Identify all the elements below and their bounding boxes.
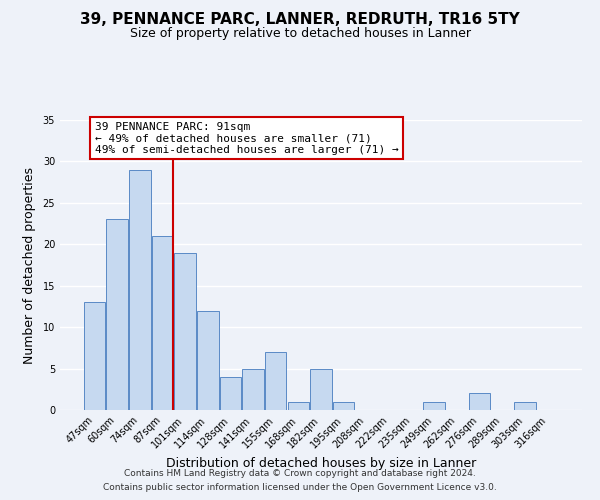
Bar [514,402,536,410]
Bar [287,402,309,410]
Bar [333,402,355,410]
Y-axis label: Number of detached properties: Number of detached properties [23,166,35,364]
Bar [220,377,241,410]
Bar [129,170,151,410]
Bar [197,310,218,410]
Bar [175,252,196,410]
Text: Size of property relative to detached houses in Lanner: Size of property relative to detached ho… [130,28,470,40]
Bar [265,352,286,410]
Text: 39, PENNANCE PARC, LANNER, REDRUTH, TR16 5TY: 39, PENNANCE PARC, LANNER, REDRUTH, TR16… [80,12,520,28]
Bar [152,236,173,410]
Text: Contains HM Land Registry data © Crown copyright and database right 2024.: Contains HM Land Registry data © Crown c… [124,468,476,477]
X-axis label: Distribution of detached houses by size in Lanner: Distribution of detached houses by size … [166,457,476,470]
Bar [310,368,332,410]
Bar [106,220,128,410]
Bar [424,402,445,410]
Bar [242,368,264,410]
Text: Contains public sector information licensed under the Open Government Licence v3: Contains public sector information licen… [103,484,497,492]
Bar [84,302,105,410]
Bar [469,394,490,410]
Text: 39 PENNANCE PARC: 91sqm
← 49% of detached houses are smaller (71)
49% of semi-de: 39 PENNANCE PARC: 91sqm ← 49% of detache… [95,122,398,155]
